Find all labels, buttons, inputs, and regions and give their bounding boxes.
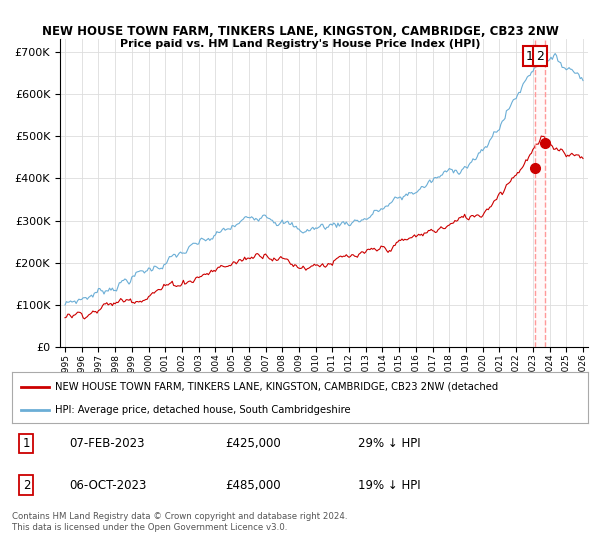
Text: Price paid vs. HM Land Registry's House Price Index (HPI): Price paid vs. HM Land Registry's House …	[120, 39, 480, 49]
Text: Contains HM Land Registry data © Crown copyright and database right 2024.
This d: Contains HM Land Registry data © Crown c…	[12, 512, 347, 532]
Text: NEW HOUSE TOWN FARM, TINKERS LANE, KINGSTON, CAMBRIDGE, CB23 2NW (detached: NEW HOUSE TOWN FARM, TINKERS LANE, KINGS…	[55, 381, 499, 391]
Text: 2: 2	[23, 479, 30, 492]
Text: 29% ↓ HPI: 29% ↓ HPI	[358, 437, 420, 450]
Text: £425,000: £425,000	[225, 437, 281, 450]
Text: 06-OCT-2023: 06-OCT-2023	[70, 479, 147, 492]
Text: NEW HOUSE TOWN FARM, TINKERS LANE, KINGSTON, CAMBRIDGE, CB23 2NW: NEW HOUSE TOWN FARM, TINKERS LANE, KINGS…	[41, 25, 559, 38]
Text: HPI: Average price, detached house, South Cambridgeshire: HPI: Average price, detached house, Sout…	[55, 405, 351, 415]
Text: 1: 1	[23, 437, 30, 450]
Text: 1: 1	[526, 50, 534, 63]
Text: 07-FEB-2023: 07-FEB-2023	[70, 437, 145, 450]
Text: 2: 2	[536, 50, 544, 63]
Text: £485,000: £485,000	[225, 479, 281, 492]
Text: 19% ↓ HPI: 19% ↓ HPI	[358, 479, 420, 492]
Bar	[535, 39, 545, 347]
